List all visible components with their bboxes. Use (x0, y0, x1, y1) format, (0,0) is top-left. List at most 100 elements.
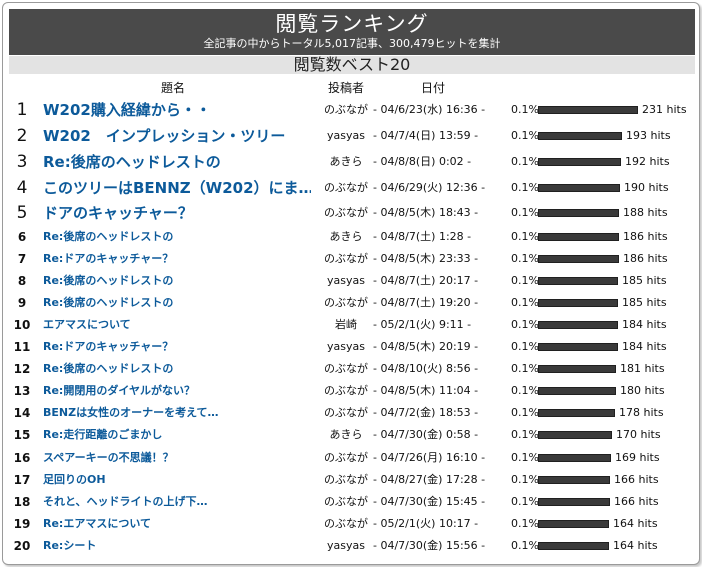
post-date: - 04/7/26(月) 16:10 - (373, 450, 486, 464)
hits-count: 231 hits (642, 103, 687, 116)
hit-percentage: 0.1% (511, 155, 539, 168)
rank-number: 4 (16, 178, 28, 198)
hit-percentage: 0.1% (511, 206, 539, 219)
post-title-link[interactable]: Re:開閉用のダイヤルがない？ (43, 384, 195, 398)
author-name: のぶなが (324, 206, 368, 219)
hits-bar (538, 409, 615, 418)
author-name: のぶなが (324, 516, 368, 530)
author-name: 岩崎 (335, 318, 357, 332)
hits-count: 186 hits (623, 252, 668, 266)
post-title-link[interactable]: BENZは女性のオーナーを考えて… (43, 406, 219, 420)
author-name: のぶなが (324, 450, 368, 464)
ranking-row: 16 スペアーキーの不思議！？ のぶなが - 04/7/26(月) 16:10 - 0.… (3, 450, 699, 466)
post-date: - 04/8/5(木) 20:19 - (373, 340, 479, 354)
column-header-title: 題名 (160, 81, 185, 95)
hit-percentage: 0.1% (511, 516, 539, 530)
post-date: - 04/8/5(木) 11:04 - (373, 384, 479, 398)
post-title-link[interactable]: Re:後席のヘッドレストの (43, 362, 174, 376)
author-name: のぶなが (324, 406, 368, 420)
column-header-date: 日付 (420, 81, 445, 95)
hits-bar (538, 184, 620, 192)
author-name: のぶなが (324, 296, 368, 310)
hits-count: 164 hits (613, 538, 658, 552)
hits-bar (538, 209, 619, 217)
post-title-link[interactable]: W202購入経緯から・・ (43, 101, 211, 119)
hit-percentage: 0.1% (511, 103, 539, 116)
author-name: のぶなが (324, 494, 368, 508)
post-title-link[interactable]: Re:後席のヘッドレストの (43, 230, 174, 243)
post-title-link[interactable]: ドアのキャッチャー？ (43, 204, 193, 222)
post-date: - 04/7/30(金) 15:45 - (373, 494, 486, 508)
hits-count: 166 hits (614, 472, 659, 486)
author-name: yasyas (327, 538, 365, 552)
hit-percentage: 0.1% (511, 296, 539, 310)
ranking-row: 14 BENZは女性のオーナーを考えて… のぶなが - 04/7/2(金) 18:53… (3, 405, 699, 421)
post-title-link[interactable]: それと、ヘッドライトの上げ下… (43, 494, 208, 508)
post-title-link[interactable]: 足回りのOH (43, 472, 106, 486)
hit-percentage: 0.1% (511, 450, 539, 464)
hits-count: 170 hits (616, 428, 661, 442)
hit-percentage: 0.1% (511, 362, 539, 376)
rank-number: 16 (13, 450, 31, 465)
hits-bar (538, 106, 638, 114)
post-title-link[interactable]: W202 インプレッション・ツリー (43, 127, 286, 145)
post-date: - 04/8/10(火) 8:56 - (373, 362, 479, 376)
hits-bar (538, 453, 611, 462)
hits-count: 188 hits (623, 206, 668, 219)
hits-bar (538, 387, 616, 396)
post-title-link[interactable]: Re:シート (43, 538, 97, 552)
post-date: - 04/8/7(土) 20:17 - (373, 274, 479, 288)
ranking-row: 8 Re:後席のヘッドレストの yasyas - 04/8/7(土) 20:17 - 0… (3, 273, 699, 289)
post-title-link[interactable]: Re:エアマスについて (43, 516, 151, 530)
post-date: - 04/7/30(金) 0:58 - (373, 428, 479, 442)
hits-bar (538, 277, 618, 286)
author-name: のぶなが (324, 472, 368, 486)
ranking-row: 2 W202 インプレッション・ツリー yasyas - 04/7/4(日) 13:5… (3, 126, 699, 146)
hits-bar (538, 541, 609, 550)
rank-number: 15 (13, 428, 31, 443)
ranking-row: 17 足回りのOH のぶなが - 04/8/27(金) 17:28 - 0.1% 166 … (3, 472, 699, 488)
hit-percentage: 0.1% (511, 252, 539, 266)
post-title-link[interactable]: Re:後席のヘッドレストの (43, 153, 221, 171)
post-title-link[interactable]: このツリーはBENNZ（W202）にま… (43, 179, 311, 197)
ranking-row: 13 Re:開閉用のダイヤルがない？ のぶなが - 04/8/5(木) 11:04 -… (3, 383, 699, 399)
rank-number: 20 (13, 538, 31, 553)
rank-number: 17 (13, 472, 31, 487)
post-title-link[interactable]: Re:ドアのキャッチャー？ (43, 340, 174, 354)
rank-number: 10 (13, 318, 31, 333)
hits-count: 180 hits (620, 384, 665, 398)
hits-count: 192 hits (625, 155, 670, 168)
hits-count: 193 hits (626, 129, 671, 142)
hits-count: 185 hits (622, 296, 667, 310)
ranking-row: 4 このツリーはBENNZ（W202）にま… のぶなが - 04/6/29(火) 12… (3, 178, 699, 198)
post-title-link[interactable]: Re:走行距離のごまかし (43, 428, 163, 442)
ranking-header: 閲覧ランキング 全記事の中からトータル5,017記事、300,479ヒットを集計 (9, 9, 695, 55)
post-title-link[interactable]: エアマスについて (43, 318, 131, 332)
author-name: のぶなが (324, 362, 368, 376)
hits-bar (538, 233, 619, 241)
hits-count: 190 hits (624, 181, 669, 194)
rank-number: 14 (13, 406, 31, 421)
hits-count: 164 hits (613, 516, 658, 530)
author-name: のぶなが (324, 103, 368, 116)
hits-bar (538, 519, 609, 528)
post-title-link[interactable]: Re:後席のヘッドレストの (43, 274, 174, 288)
post-title-link[interactable]: Re:後席のヘッドレストの (43, 296, 174, 310)
hits-count: 185 hits (622, 274, 667, 288)
author-name: のぶなが (324, 252, 368, 266)
hits-count: 184 hits (622, 340, 667, 354)
author-name: yasyas (327, 274, 365, 288)
post-date: - 04/7/2(金) 18:53 - (373, 406, 479, 420)
ranking-row: 5 ドアのキャッチャー？ のぶなが - 04/8/5(木) 18:43 - 0.1% 18… (3, 203, 699, 223)
post-date: - 05/2/1(火) 10:17 - (373, 516, 479, 530)
ranking-row: 7 Re:ドアのキャッチャー？ のぶなが - 04/8/5(木) 23:33 - 0.1… (3, 251, 699, 267)
post-date: - 04/6/23(水) 16:36 - (373, 103, 486, 116)
hits-count: 166 hits (614, 494, 659, 508)
hits-bar (538, 158, 621, 166)
author-name: のぶなが (324, 384, 368, 398)
rank-number: 11 (13, 340, 31, 355)
post-title-link[interactable]: Re:ドアのキャッチャー？ (43, 252, 174, 266)
page-title: 閲覧ランキング (275, 12, 429, 36)
post-title-link[interactable]: スペアーキーの不思議！？ (43, 450, 174, 464)
post-date: - 04/8/8(日) 0:02 - (373, 155, 472, 168)
